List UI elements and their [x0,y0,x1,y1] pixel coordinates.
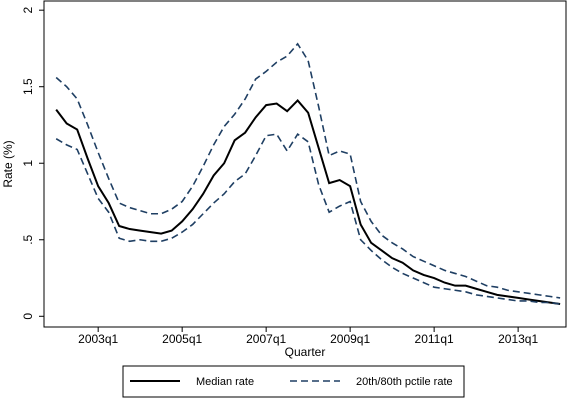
y-axis-label: Rate (%) [1,140,15,187]
x-tick-label: 2013q1 [498,332,538,346]
legend-label: Median rate [196,376,254,388]
x-axis-label: Quarter [285,345,326,359]
x-tick-label: 2007q1 [246,332,286,346]
plot-frame [43,0,567,328]
series-line [55,133,561,305]
legend-label: 20th/80th pctile rate [356,376,453,388]
series-line [55,99,561,306]
x-tick-label: 2005q1 [162,332,202,346]
y-tick-label: 2 [21,7,35,14]
y-tick-label: 1 [21,160,35,167]
x-tick-label: 2009q1 [330,332,370,346]
series-line [55,42,561,299]
y-tick-label: 0 [21,313,35,320]
x-tick-label: 2011q1 [415,332,454,346]
x-tick-label: 2003q1 [78,332,118,346]
y-tick-label: 1.5 [21,78,35,95]
y-tick-label: .5 [21,234,35,244]
